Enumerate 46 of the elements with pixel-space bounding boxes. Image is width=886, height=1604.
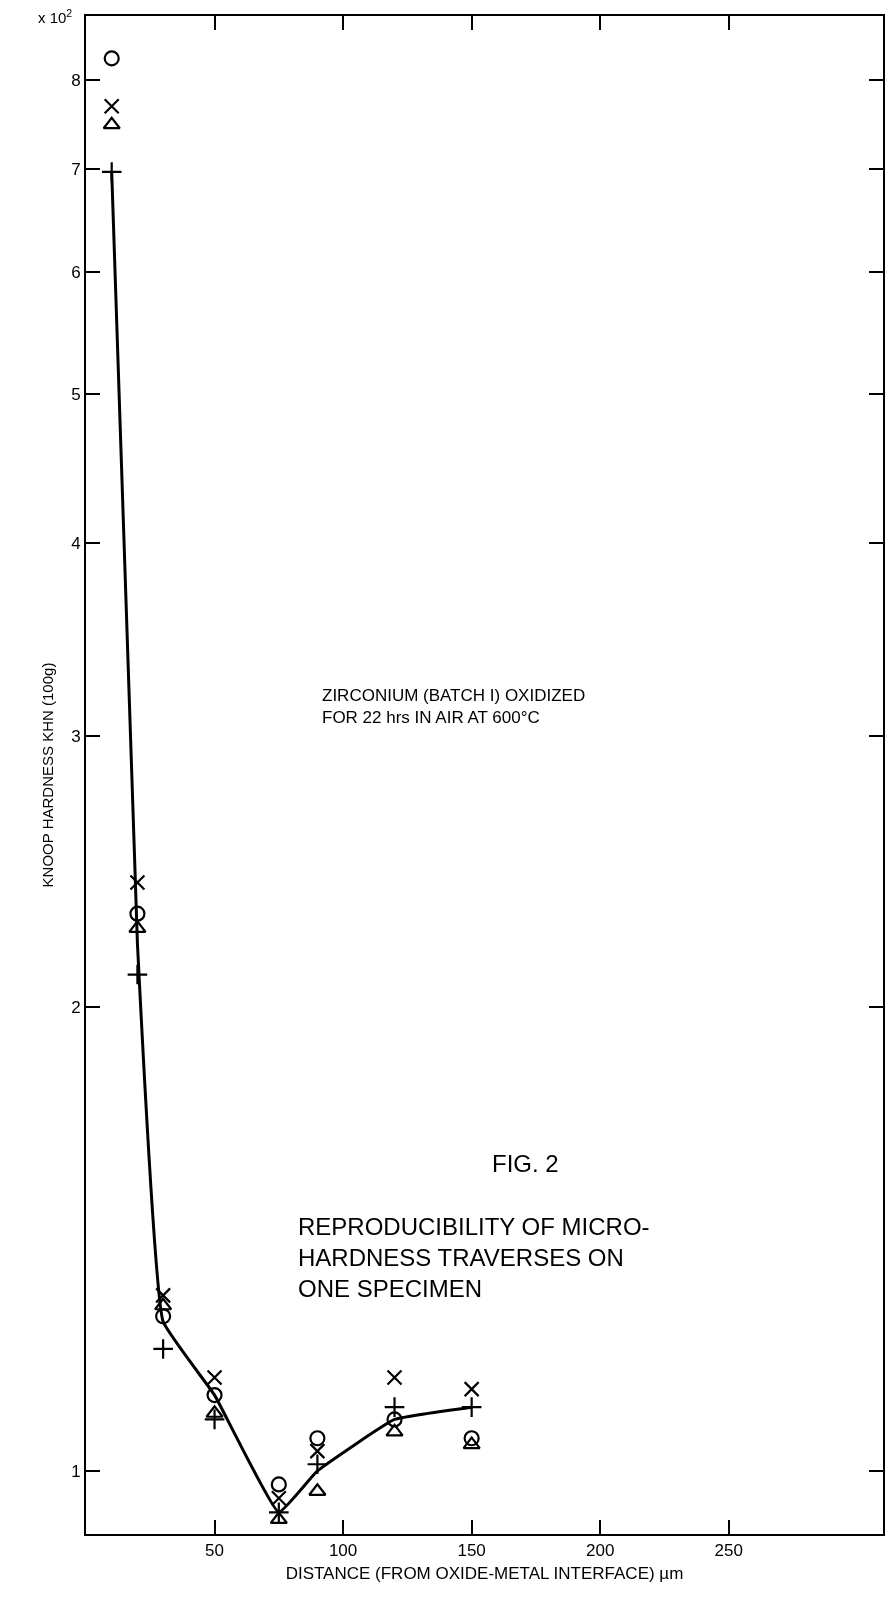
annotation: ZIRCONIUM (BATCH I) OXIDIZED FOR 22 hrs IN AIR AT 600°C <box>322 686 586 728</box>
text: x 10$^{2}$ <box>38 7 73 27</box>
y-axis-title: KNOOP HARDNESS KHN (100g) <box>38 662 56 888</box>
x-axis-title: DISTANCE (FROM OXIDE-METAL INTERFACE) µm <box>285 1564 684 1584</box>
point <box>153 1297 173 1311</box>
x-tick-label: 250 <box>714 1541 743 1561</box>
point <box>155 1308 172 1325</box>
point <box>309 1430 326 1447</box>
point <box>206 1386 223 1404</box>
point <box>203 1408 226 1431</box>
annotation: REPRODUCIBILITY OF MICRO- HARDNESS TRAVERSES ON ONE SPECIMEN <box>298 1213 650 1303</box>
point <box>309 1443 326 1460</box>
y-tick-label: 4 <box>71 534 81 554</box>
point <box>129 905 146 922</box>
y-tick-label: 3 <box>71 726 81 746</box>
y-tick-label: 1 <box>71 1461 81 1481</box>
point <box>385 1423 404 1437</box>
y-tick-label: 8 <box>71 70 81 90</box>
point <box>386 1411 403 1428</box>
point <box>270 1490 287 1507</box>
point <box>463 1381 480 1398</box>
point <box>126 963 149 986</box>
x-tick-label: 200 <box>586 1541 615 1561</box>
x-tick-label: 150 <box>457 1541 486 1561</box>
x-tick-label: 100 <box>328 1541 358 1561</box>
point <box>206 1369 223 1386</box>
y-tick-label: 5 <box>71 385 81 405</box>
point <box>386 1369 403 1386</box>
y-tick-label: 2 <box>71 998 81 1018</box>
x-tick-label: 50 <box>205 1541 225 1561</box>
point <box>269 1511 288 1525</box>
y-tick-label: 7 <box>71 160 81 180</box>
point <box>462 1436 481 1450</box>
point <box>103 50 120 67</box>
point <box>152 1338 175 1360</box>
annotation: FIG. 2 <box>492 1150 559 1177</box>
point <box>129 874 146 891</box>
point <box>463 1430 480 1447</box>
point <box>103 98 120 115</box>
point <box>270 1476 287 1493</box>
point <box>267 1501 290 1524</box>
point <box>155 1287 172 1304</box>
point <box>383 1396 406 1419</box>
point <box>102 116 121 130</box>
y-tick-label: 6 <box>71 263 81 283</box>
point <box>460 1396 483 1419</box>
